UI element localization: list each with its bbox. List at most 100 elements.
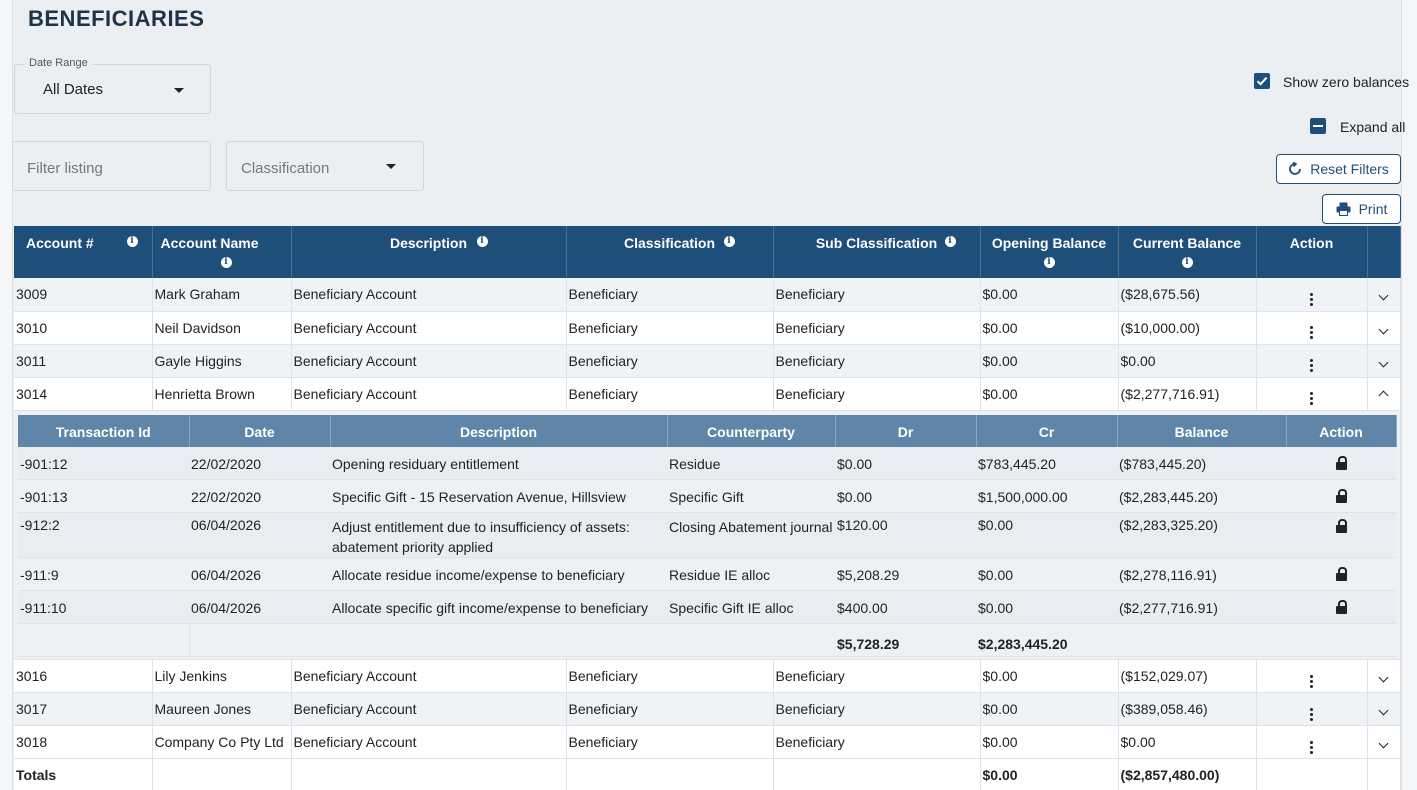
col-current-balance[interactable]: Current Balance i — [1118, 226, 1257, 278]
current-balance: $0.00 — [1118, 344, 1257, 378]
transaction-balance: ($2,283,325.20) — [1117, 512, 1286, 558]
transaction-row[interactable]: -911:10 06/04/2026 Allocate specific gif… — [18, 590, 1396, 624]
col-balance[interactable]: Balance — [1117, 414, 1287, 447]
lock-icon[interactable] — [1335, 519, 1347, 533]
print-button[interactable]: Print — [1322, 194, 1401, 224]
opening-balance: $0.00 — [980, 311, 1119, 345]
more-vert-icon[interactable] — [1310, 359, 1313, 372]
account-number: 3017 — [14, 692, 153, 726]
more-vert-icon[interactable] — [1310, 674, 1313, 688]
lock-icon[interactable] — [1335, 489, 1347, 503]
col-cr[interactable]: Cr — [976, 414, 1118, 447]
description: Beneficiary Account — [291, 344, 567, 378]
col-counterparty[interactable]: Counterparty — [667, 414, 836, 447]
transaction-id: -912:2 — [18, 512, 189, 558]
expand-cell — [1367, 725, 1401, 759]
chevron-down-icon[interactable] — [1378, 290, 1389, 301]
transaction-id: -911:9 — [18, 557, 189, 591]
table-row[interactable]: 3014 Henrietta Brown Beneficiary Account… — [14, 377, 1401, 411]
table-row[interactable]: 3010 Neil Davidson Beneficiary Account B… — [14, 311, 1401, 345]
transaction-balance: ($783,445.20) — [1117, 446, 1286, 480]
table-row[interactable]: 3009 Mark Graham Beneficiary Account Ben… — [14, 278, 1401, 312]
sub-classification: Beneficiary — [773, 692, 981, 726]
opening-balance: $0.00 — [980, 692, 1119, 726]
transaction-description: Opening residuary entitlement — [330, 446, 667, 480]
expand-all-label: Expand all — [1340, 119, 1406, 135]
date-range-select[interactable]: Date Range All Dates — [14, 57, 211, 114]
transaction-dr: $400.00 — [835, 590, 976, 624]
transaction-cr: $0.00 — [976, 590, 1117, 624]
col-transaction-id[interactable]: Transaction Id — [18, 414, 190, 447]
col-account-number[interactable]: Account # i — [14, 226, 153, 278]
more-vert-icon[interactable] — [1310, 292, 1313, 306]
transaction-description: Allocate specific gift income/expense to… — [330, 590, 667, 624]
transaction-row[interactable]: -901:13 22/02/2020 Specific Gift - 15 Re… — [18, 479, 1396, 513]
col-dr[interactable]: Dr — [835, 414, 977, 447]
account-name: Lily Jenkins — [152, 659, 292, 693]
classification-select[interactable]: Classification — [226, 141, 424, 191]
printer-icon — [1336, 202, 1351, 216]
lock-icon[interactable] — [1335, 567, 1347, 581]
transactions-panel: Transaction Id Date Description Counterp… — [14, 410, 1401, 660]
date-range-label: Date Range — [25, 57, 92, 69]
totals-row: Totals $0.00 ($2,857,480.00) — [14, 758, 1401, 790]
transaction-date: 06/04/2026 — [189, 512, 330, 558]
account-number: 3011 — [14, 344, 153, 378]
more-vert-icon[interactable] — [1310, 740, 1313, 754]
col-classification[interactable]: Classification i — [566, 226, 774, 278]
transaction-cr: $1,500,000.00 — [976, 479, 1117, 513]
col-account-name[interactable]: Account Name i — [152, 226, 292, 278]
totals-label: Totals — [14, 758, 153, 790]
transaction-row[interactable]: -912:2 06/04/2026 Adjust entitlement due… — [18, 512, 1396, 558]
classification: Beneficiary — [566, 377, 774, 411]
transactions-table: Transaction Id Date Description Counterp… — [18, 414, 1397, 657]
col-opening-balance[interactable]: Opening Balance i — [980, 226, 1119, 278]
table-row[interactable]: 3017 Maureen Jones Beneficiary Account B… — [14, 692, 1401, 726]
reset-filters-button[interactable]: Reset Filters — [1276, 154, 1401, 184]
col-sub-classification[interactable]: Sub Classification i — [773, 226, 981, 278]
transaction-row[interactable]: -911:9 06/04/2026 Allocate residue incom… — [18, 557, 1396, 591]
more-vert-icon[interactable] — [1310, 326, 1313, 339]
action-cell — [1286, 512, 1396, 558]
col-expand — [1367, 226, 1401, 278]
chevron-down-icon[interactable] — [1378, 672, 1389, 683]
more-vert-icon[interactable] — [1310, 707, 1313, 721]
caret-down-icon — [386, 164, 396, 169]
chevron-down-icon[interactable] — [1378, 705, 1389, 716]
table-header-row: Account # i Account Name i Description i Cl… — [14, 226, 1401, 278]
transaction-dr: $0.00 — [835, 479, 976, 513]
transaction-balance: ($2,278,116.91) — [1117, 557, 1286, 591]
transaction-dr: $5,208.29 — [835, 557, 976, 591]
col-description[interactable]: Description — [330, 414, 668, 447]
chevron-up-icon[interactable] — [1378, 390, 1389, 400]
sub-classification: Beneficiary — [773, 725, 981, 759]
action-cell — [1256, 278, 1368, 312]
table-row[interactable]: 3018 Company Co Pty Ltd Beneficiary Acco… — [14, 725, 1401, 759]
info-icon: i — [723, 236, 735, 247]
transaction-date: 22/02/2020 — [189, 479, 330, 513]
expand-all-checkbox[interactable] — [1310, 118, 1326, 134]
table-row[interactable]: 3011 Gayle Higgins Beneficiary Account B… — [14, 344, 1401, 378]
description: Beneficiary Account — [291, 659, 567, 693]
lock-icon[interactable] — [1335, 455, 1347, 470]
chevron-down-icon[interactable] — [1378, 324, 1389, 334]
caret-down-icon — [174, 88, 184, 93]
show-zero-balances-checkbox[interactable] — [1254, 73, 1270, 89]
col-description[interactable]: Description i — [291, 226, 567, 278]
filter-listing-input[interactable]: Filter listing — [12, 141, 211, 191]
classification: Beneficiary — [566, 725, 774, 759]
opening-balance: $0.00 — [980, 278, 1119, 312]
col-date[interactable]: Date — [189, 414, 331, 447]
current-balance: ($2,277,716.91) — [1118, 377, 1257, 411]
transaction-date: 22/02/2020 — [189, 446, 330, 480]
chevron-down-icon[interactable] — [1378, 357, 1389, 367]
more-vert-icon[interactable] — [1310, 392, 1313, 405]
classification: Beneficiary — [566, 278, 774, 312]
transaction-id: -901:12 — [18, 446, 189, 480]
transaction-row[interactable]: -901:12 22/02/2020 Opening residuary ent… — [18, 446, 1396, 480]
table-row[interactable]: 3016 Lily Jenkins Beneficiary Account Be… — [14, 659, 1401, 693]
current-balance: ($28,675.56) — [1118, 278, 1257, 312]
lock-icon[interactable] — [1335, 600, 1347, 614]
chevron-down-icon[interactable] — [1378, 738, 1389, 749]
detail-row: Transaction Id Date Description Counterp… — [14, 410, 1401, 660]
